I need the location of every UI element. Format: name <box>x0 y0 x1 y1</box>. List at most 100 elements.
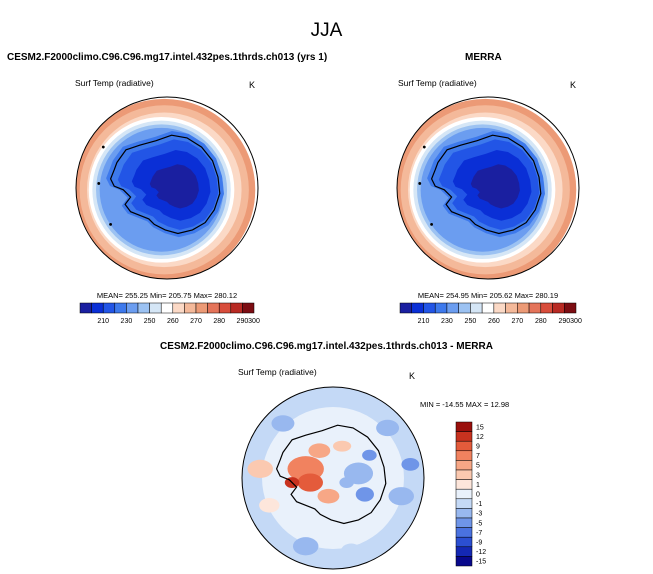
panel-1-colorbar-box-6 <box>149 302 162 314</box>
panel-1-colorbar-box-7 <box>160 302 174 314</box>
panel-3-anomaly-patch-2 <box>388 487 414 506</box>
panel-2-colorbar-box-12 <box>540 302 553 314</box>
panel-3-map-border <box>241 386 425 570</box>
panel-2-colorbar-box-6 <box>470 302 483 314</box>
panel-1-title: CESM2.F2000climo.C96.C96.mg17.intel.432p… <box>7 52 328 63</box>
panel-3-colorbar-box-6 <box>455 479 473 490</box>
panel-2-colorbar-box-7 <box>481 302 495 314</box>
panel-3-colorbar: 15 12 9 7 5 3 1 0 -1 -3 -5 -7 -9 -12 -15 <box>455 421 486 567</box>
panel-3-colorbar-tick-1: 12 <box>476 434 484 441</box>
panel-1-colorbar-box-13 <box>230 302 243 314</box>
panel-2-colorbar-box-2 <box>423 302 436 314</box>
panel-1-stats: MEAN= 255.25 Min= 205.75 Max= 280.12 <box>96 291 238 300</box>
panel-2-colorbar-box-8 <box>493 302 506 314</box>
panel-1-island-2 <box>97 182 101 185</box>
panel-2-ice-level-3 <box>470 164 520 209</box>
panel-3-colorbar-box-4 <box>455 460 473 471</box>
panel-2-map <box>397 98 577 279</box>
panel-2-title: MERRA <box>465 52 502 63</box>
panel-3-title: CESM2.F2000climo.C96.C96.mg17.intel.432p… <box>160 341 493 352</box>
panel-1-map <box>76 98 256 279</box>
panel-1-colorbar-tick-7: 300 <box>248 318 260 325</box>
panel-3-warm-anomaly-3 <box>308 443 331 458</box>
panel-2-colorbar-box-1 <box>411 302 424 314</box>
panel-1-colorbar-tick-4: 270 <box>190 318 202 325</box>
panel-3-variable-label: Surf Temp (radiative) <box>238 367 317 377</box>
panel-1-colorbar-box-11 <box>207 302 220 314</box>
panel-3-colorbar-box-2 <box>455 440 473 452</box>
panel-3-stats: MIN = -14.55 MAX = 12.98 <box>420 400 510 409</box>
panel-2-map-border <box>396 96 580 280</box>
panel-3-colorbar-tick-9: -3 <box>476 511 482 518</box>
panel-3-colorbar-tick-5: 3 <box>476 472 480 479</box>
panel-2-colorbar-box-10 <box>517 302 530 314</box>
panel-2-colorbar-box-14 <box>564 302 577 314</box>
panel-2-colorbar-tick-4: 270 <box>511 318 523 325</box>
panel-1-colorbar-box-0 <box>79 302 92 314</box>
panel-1-colorbar: 210 230 250 260 270 280 290 300 <box>79 302 260 325</box>
panel-3-colorbar-box-13 <box>455 546 473 557</box>
panel-1-colorbar-box-8 <box>172 302 185 314</box>
panel-3-colorbar-box-7 <box>455 488 473 500</box>
panel-2-coastline <box>430 134 542 235</box>
panel-1-colorbar-box-3 <box>114 302 127 314</box>
panel-3-cool-anomaly-1 <box>355 487 374 502</box>
panel-3-anomaly-patch-6 <box>271 415 295 432</box>
panel-3-anomaly-patch-7 <box>401 457 420 471</box>
panel-3-colorbar-tick-13: -12 <box>476 549 486 556</box>
panel-3-colorbar-tick-14: -15 <box>476 559 486 566</box>
panel-1-colorbar-box-12 <box>218 302 232 314</box>
panel-2-colorbar-tick-7: 300 <box>570 318 582 325</box>
panel-2-colorbar-box-3 <box>434 302 448 314</box>
panel-3-anomaly-patch-0 <box>247 459 273 478</box>
panel-3-colorbar-tick-0: 15 <box>476 424 484 431</box>
panel-2-colorbar-tick-3: 260 <box>488 318 500 325</box>
panel-2-colorbar-tick-2: 250 <box>465 318 477 325</box>
panel-1-map-border <box>75 96 259 280</box>
panel-2-colorbar-box-11 <box>528 302 542 314</box>
panel-2-island-0 <box>422 145 426 149</box>
panel-2-colorbar-box-0 <box>399 302 412 314</box>
panel-3-anomaly-patch-5 <box>341 543 362 559</box>
panel-3-colorbar-box-8 <box>455 498 473 509</box>
panel-3-warm-anomaly-1 <box>297 473 323 492</box>
panel-2-colorbar-tick-1: 230 <box>441 318 453 325</box>
panel-2-variable-label: Surf Temp (radiative) <box>398 78 477 88</box>
panel-1-island-0 <box>101 145 105 149</box>
panel-1-colorbar-tick-2: 250 <box>144 318 156 325</box>
panel-1-colorbar-box-4 <box>126 302 139 314</box>
panel-1-colorbar-tick-0: 210 <box>97 318 109 325</box>
panel-3-cool-anomaly-2 <box>339 477 354 489</box>
panel-3-coastline <box>275 424 387 525</box>
panel-2-colorbar-box-5 <box>458 302 471 314</box>
panel-3-colorbar-box-11 <box>455 527 473 538</box>
panel-1-colorbar-tick-5: 280 <box>213 318 225 325</box>
panel-3-colorbar-box-10 <box>455 517 473 528</box>
panel-1-island-1 <box>109 223 112 226</box>
panel-3-colorbar-tick-10: -5 <box>476 520 482 527</box>
panel-3-colorbar-box-14 <box>455 556 473 567</box>
panel-3-warm-anomaly-5 <box>333 440 352 452</box>
panel-3-colorbar-tick-12: -9 <box>476 540 482 547</box>
panel-1-colorbar-box-10 <box>195 302 208 314</box>
panel-1-units-label: K <box>249 80 256 90</box>
panel-3-colorbar-tick-3: 7 <box>476 453 480 460</box>
panel-1-ice-level-3 <box>149 164 199 209</box>
panel-1-colorbar-box-14 <box>242 302 255 314</box>
panel-3-map <box>242 387 424 569</box>
panel-2-island-2 <box>418 182 422 185</box>
panel-3-colorbar-tick-4: 5 <box>476 463 480 470</box>
panel-1-colorbar-tick-6: 290 <box>237 318 249 325</box>
panel-3-anomaly-patch-4 <box>292 537 319 556</box>
panel-3-colorbar-tick-8: -1 <box>476 501 482 508</box>
panel-3-colorbar-box-9 <box>455 508 473 519</box>
panel-2-stats: MEAN= 254.95 Min= 205.62 Max= 280.19 <box>417 291 559 300</box>
panel-3-cool-anomaly-3 <box>362 449 377 461</box>
panel-3-colorbar-box-1 <box>455 431 473 442</box>
panel-2-colorbar-tick-0: 210 <box>418 318 430 325</box>
panel-2-island-1 <box>430 223 433 226</box>
panel-3-warm-anomaly-4 <box>317 488 340 504</box>
panel-3-colorbar-tick-2: 9 <box>476 444 480 451</box>
panel-2-colorbar-tick-5: 280 <box>535 318 547 325</box>
panel-1-colorbar-box-5 <box>137 302 150 314</box>
